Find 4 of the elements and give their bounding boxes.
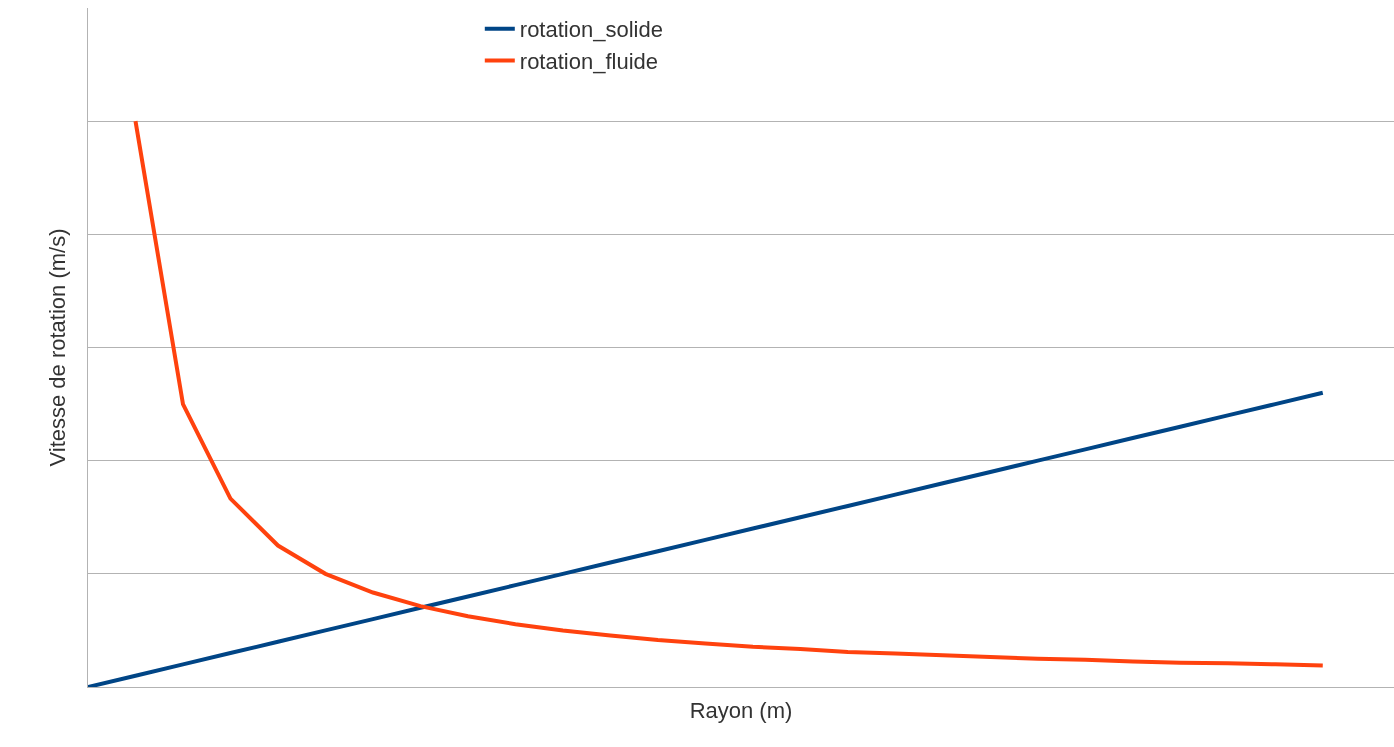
y-axis-title: Vitesse de rotation (m/s) bbox=[44, 228, 70, 467]
legend-label: rotation_fluide bbox=[519, 48, 659, 74]
legend-label: rotation_solide bbox=[519, 17, 663, 43]
x-axis-title: Rayon (m) bbox=[689, 697, 793, 723]
